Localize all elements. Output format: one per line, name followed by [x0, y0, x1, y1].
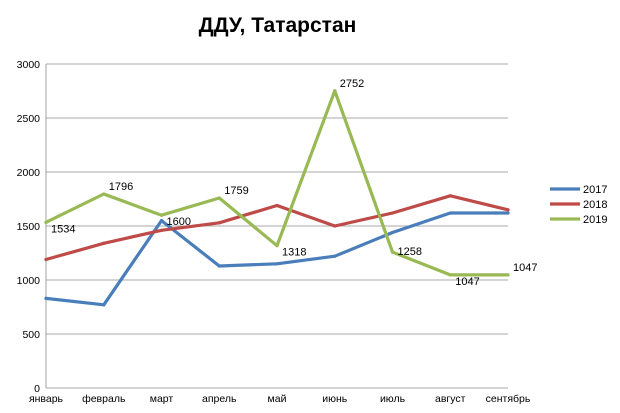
data-label: 1047: [455, 276, 479, 288]
y-tick-label: 0: [34, 383, 40, 395]
point-2019-3: [217, 196, 221, 200]
point-2019-2: [159, 213, 164, 217]
point-2019-7: [448, 273, 452, 277]
point-2018-6: [390, 211, 395, 215]
x-axis-ticks: январь февраль март апрель май июнь июль август…: [29, 393, 531, 405]
x-tick-label: сентябрь: [486, 393, 531, 405]
x-tick-label: январь: [29, 393, 64, 405]
data-label: 1258: [398, 246, 422, 258]
point-2017-1: [102, 303, 106, 307]
point-2018-5: [333, 224, 337, 228]
point-2017-5: [333, 254, 337, 258]
point-2019-4: [275, 244, 279, 248]
point-2018-3: [217, 221, 221, 225]
legend-label: 2018: [583, 199, 607, 211]
legend: 2017 2018 2019: [550, 184, 607, 226]
y-tick-label: 3000: [17, 59, 41, 71]
point-2018-0: [44, 257, 48, 262]
point-2017-4: [275, 262, 279, 266]
point-2017-7: [448, 211, 452, 215]
point-2019-8: [506, 273, 510, 277]
gridlines: [46, 63, 508, 335]
point-2018-4: [275, 203, 279, 208]
data-labels: 1534 1796 1600 1759 1318 2752 1258 1047 1047: [51, 78, 537, 288]
y-tick-label: 1000: [17, 275, 41, 287]
y-tick-label: 1500: [17, 221, 41, 233]
point-2019-0: [44, 220, 48, 224]
x-tick-label: июль: [380, 393, 406, 405]
point-2017-6: [390, 230, 395, 235]
y-tick-label: 2000: [17, 167, 41, 179]
axes: [45, 64, 508, 389]
data-label: 1534: [51, 223, 75, 235]
x-tick-label: апрель: [202, 393, 237, 405]
x-tick-label: июнь: [322, 393, 348, 405]
point-2018-8: [506, 208, 510, 212]
y-tick-label: 2500: [17, 113, 41, 125]
point-2018-2: [159, 228, 164, 232]
point-2019-5: [333, 89, 337, 93]
chart-title: ДДУ, Татарстан: [198, 14, 357, 37]
series-line-2017: [44, 211, 510, 307]
legend-label: 2019: [583, 214, 607, 226]
point-2017-0: [44, 296, 48, 300]
x-tick-label: май: [268, 393, 287, 405]
x-tick-label: август: [435, 393, 466, 405]
legend-label: 2017: [583, 184, 607, 196]
point-2018-7: [448, 194, 452, 198]
x-tick-label: февраль: [82, 393, 126, 405]
y-tick-label: 500: [22, 329, 40, 341]
x-tick-label: март: [150, 393, 174, 405]
point-2017-8: [506, 211, 510, 215]
data-label: 1796: [109, 181, 133, 193]
point-2019-6: [390, 250, 395, 254]
point-2018-1: [102, 241, 106, 245]
data-label: 1600: [167, 216, 191, 228]
data-label: 1759: [224, 185, 248, 197]
point-2017-2: [159, 219, 164, 223]
point-2019-1: [102, 192, 106, 196]
data-label: 1318: [282, 247, 306, 259]
y-axis-ticks: 0 500 1000 1500 2000 2500 3000: [17, 59, 41, 395]
data-label: 2752: [340, 78, 364, 90]
point-2017-3: [217, 264, 221, 268]
series-lines: [44, 89, 510, 307]
data-label: 1047: [513, 262, 537, 274]
